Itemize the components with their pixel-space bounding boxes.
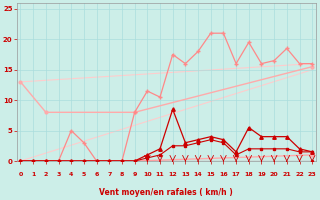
X-axis label: Vent moyen/en rafales ( km/h ): Vent moyen/en rafales ( km/h )	[100, 188, 233, 197]
